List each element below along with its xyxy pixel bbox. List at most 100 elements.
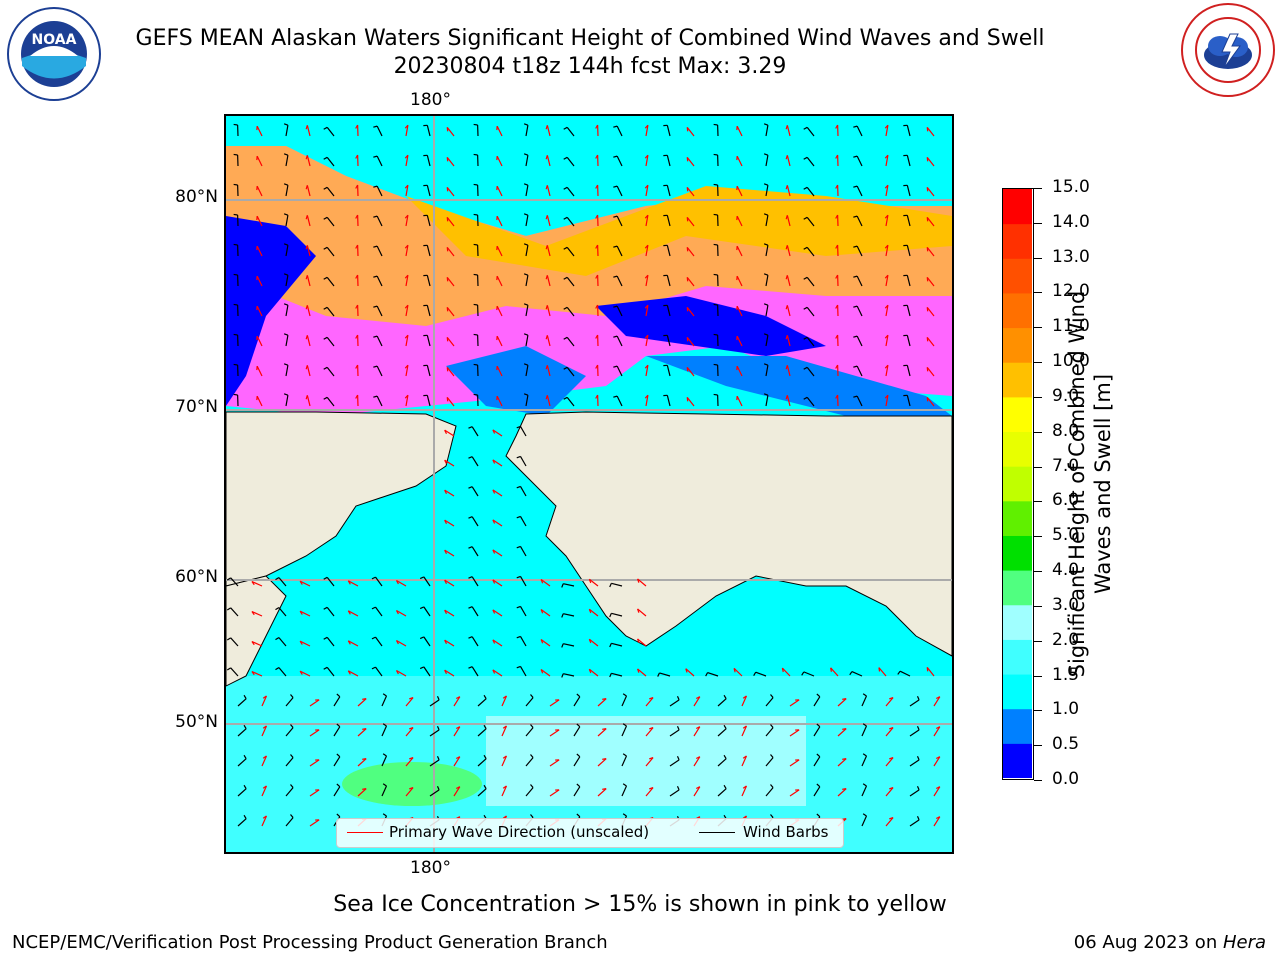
wind-barb [856, 365, 863, 377]
wave-direction-arrow [637, 668, 647, 677]
wind-barb [381, 695, 388, 707]
wave-direction-arrow [933, 756, 941, 767]
colorbar-tick-label: 13.0 [1052, 246, 1090, 267]
wave-arrow-head [595, 394, 599, 399]
wave-direction-arrow [781, 667, 791, 677]
wind-barb-flag [473, 273, 478, 276]
wind-barb-flag [803, 396, 808, 400]
colorbar [1002, 188, 1034, 780]
wind-barb [616, 245, 623, 257]
wave-arrow-head [492, 639, 496, 644]
wind-barb [573, 696, 581, 707]
wind-barb [477, 758, 487, 767]
wave-direction-arrow [357, 788, 367, 797]
wave-direction-arrow [446, 366, 455, 377]
wind-barb [765, 185, 769, 197]
wave-arrow-head [545, 335, 548, 340]
wave-arrow-head [355, 184, 359, 189]
wind-barb-flag [373, 275, 378, 278]
wave-direction-arrow [686, 156, 695, 167]
wind-barb-flag [323, 186, 328, 190]
wind-barb [856, 185, 863, 197]
wind-barb-flag [373, 365, 378, 368]
wind-barb-flag [371, 666, 376, 670]
wave-direction-arrow [686, 276, 695, 287]
wind-barb [426, 365, 431, 377]
wave-direction-arrow [693, 696, 701, 707]
wave-direction-arrow [492, 669, 503, 677]
wind-barb [666, 155, 671, 167]
wind-barb-flag [916, 785, 920, 791]
wind-barb [426, 395, 431, 407]
wind-barb [376, 125, 383, 137]
wave-direction-arrow [309, 819, 320, 827]
wave-arrow-head [444, 579, 448, 585]
wind-barb [813, 756, 821, 767]
wave-direction-arrow [446, 216, 455, 227]
wave-direction-arrow [299, 580, 311, 587]
wind-barb [563, 643, 575, 647]
wave-direction-arrow [546, 125, 551, 137]
wave-direction-arrow [736, 155, 743, 167]
wind-barb-flag [763, 393, 769, 396]
wind-barb-flag [468, 426, 473, 429]
wave-arrow-head [835, 334, 839, 339]
wave-direction-arrow [693, 786, 701, 797]
wave-direction-arrow [251, 580, 263, 587]
wave-direction-arrow [396, 609, 407, 617]
wind-barb [471, 576, 479, 587]
colorbar-segment [1003, 223, 1032, 259]
wind-barb-flag [613, 395, 618, 398]
colorbar-tick-label: 1.5 [1052, 664, 1080, 685]
wind-barb-flag [290, 694, 294, 698]
wind-barb-flag [283, 243, 289, 246]
wind-barb-flag [373, 215, 378, 218]
wave-direction-arrow [405, 335, 409, 347]
wave-arrow-head [444, 489, 448, 495]
wave-arrow-head [262, 755, 267, 759]
wind-barb [525, 155, 529, 167]
wind-barb-flag [770, 694, 774, 698]
wind-barb-flag [763, 153, 769, 156]
wave-direction-arrow [444, 609, 455, 617]
wind-barb [669, 759, 680, 767]
wave-arrow-head [935, 726, 941, 730]
wave-arrow-head [404, 154, 409, 159]
wind-barb [376, 185, 383, 197]
wind-barb-flag [473, 153, 478, 156]
wind-barb [806, 396, 815, 407]
wind-barb-flag [243, 724, 247, 729]
wave-arrow-head [644, 334, 649, 339]
wind-barb [616, 215, 623, 227]
wave-arrow-head [404, 244, 409, 249]
wave-direction-arrow [736, 185, 743, 197]
wind-barb [375, 576, 383, 587]
wave-arrow-head [305, 155, 308, 160]
wave-arrow-head [644, 124, 649, 129]
wave-arrow-head [355, 244, 359, 249]
wave-arrow-head [785, 335, 788, 340]
wind-barb [285, 365, 289, 377]
wave-direction-arrow [926, 156, 935, 167]
wave-direction-arrow [597, 698, 607, 707]
wave-arrow-head [492, 489, 496, 494]
wind-barb-flag [803, 366, 808, 370]
wind-barb [616, 395, 623, 407]
wind-barb [471, 606, 479, 617]
colorbar-tick [1034, 362, 1042, 364]
wind-barb [765, 787, 774, 797]
wave-arrow-head [742, 725, 747, 729]
wave-direction-arrow [453, 696, 461, 707]
wind-barb [237, 818, 247, 827]
wind-barb-flag [897, 670, 901, 675]
wind-barb-flag [613, 185, 618, 188]
wind-barb-flag [530, 784, 534, 788]
wave-direction-arrow [261, 755, 268, 767]
wave-direction-arrow [736, 215, 743, 227]
wave-arrow-head [545, 365, 548, 370]
wind-barb [525, 245, 529, 257]
wind-barb [525, 727, 534, 737]
wind-barb [666, 125, 671, 137]
colorbar-tick-label: 9.0 [1052, 385, 1080, 406]
wind-barb-flag [283, 393, 289, 396]
